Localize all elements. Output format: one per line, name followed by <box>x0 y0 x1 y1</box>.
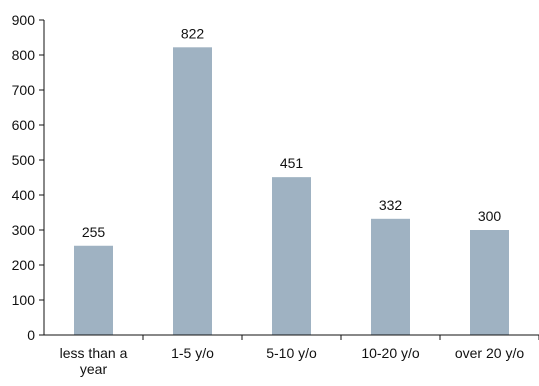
y-tick-label: 400 <box>12 187 36 203</box>
bars-group <box>74 47 509 336</box>
data-label: 332 <box>379 197 403 213</box>
x-ticks-group: less than a year 1-5 y/o 5-10 y/o 10-20 y/o o… <box>60 335 539 377</box>
data-labels-group: 255 822 451 332 300 <box>82 25 502 239</box>
data-label: 300 <box>478 208 502 224</box>
y-tick-label: 500 <box>12 152 36 168</box>
x-category-label-line: 10-20 y/o <box>361 345 420 361</box>
x-category-label-line: less than a <box>60 345 128 361</box>
x-category-label-line: 1-5 y/o <box>171 345 214 361</box>
x-category-label-line: year <box>80 361 108 377</box>
bar <box>272 177 311 335</box>
x-category-label: 10-20 y/o <box>361 345 420 361</box>
axes-group <box>43 20 539 336</box>
x-category-label: over 20 y/o <box>455 345 524 361</box>
data-label: 451 <box>280 155 304 171</box>
x-category-label: 1-5 y/o <box>171 345 214 361</box>
bar <box>470 230 509 335</box>
x-category-label: less than a year <box>60 345 128 377</box>
y-tick-label: 300 <box>12 222 36 238</box>
data-label: 255 <box>82 224 106 240</box>
y-tick-label: 200 <box>12 257 36 273</box>
y-tick-label: 600 <box>12 117 36 133</box>
y-tick-label: 700 <box>12 82 36 98</box>
y-tick-label: 0 <box>27 327 35 343</box>
bar <box>371 218 410 335</box>
y-tick-label: 100 <box>12 292 36 308</box>
bar <box>173 47 212 336</box>
bar <box>74 245 113 335</box>
x-category-label-line: over 20 y/o <box>455 345 524 361</box>
y-tick-label: 900 <box>12 12 36 28</box>
data-label: 822 <box>181 25 205 41</box>
x-category-label: 5-10 y/o <box>266 345 317 361</box>
x-category-label-line: 5-10 y/o <box>266 345 317 361</box>
y-ticks-group: 0 100 200 300 400 500 600 700 800 900 <box>12 12 44 343</box>
y-tick-label: 800 <box>12 47 36 63</box>
